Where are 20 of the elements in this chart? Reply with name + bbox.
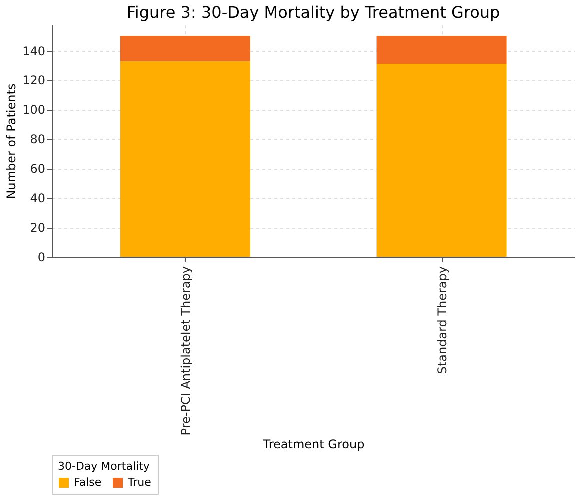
y-tick-label: 140 <box>22 44 46 58</box>
y-tick-label: 80 <box>30 132 46 147</box>
legend-label: False <box>74 476 102 489</box>
bar <box>120 61 250 257</box>
y-tick-label: 0 <box>38 250 46 264</box>
legend-title: 30-Day Mortality <box>58 460 150 473</box>
legend-label: True <box>127 476 152 489</box>
x-axis-title: Treatment Group <box>262 438 365 452</box>
y-tick-label: 100 <box>22 103 46 118</box>
x-tick-label: Standard Therapy <box>435 266 450 374</box>
x-tick-label: Pre-PCI Antiplatelet Therapy <box>178 266 193 436</box>
bar <box>376 36 507 64</box>
y-tick-label: 60 <box>30 162 46 176</box>
y-axis-title: Number of Patients <box>4 84 19 200</box>
y-tick-label: 20 <box>30 221 46 236</box>
bar <box>376 64 507 257</box>
chart-title: Figure 3: 30-Day Mortality by Treatment Group <box>126 3 500 22</box>
bar <box>120 36 250 62</box>
y-tick-label: 40 <box>30 192 46 206</box>
y-tick-label: 120 <box>22 74 46 88</box>
